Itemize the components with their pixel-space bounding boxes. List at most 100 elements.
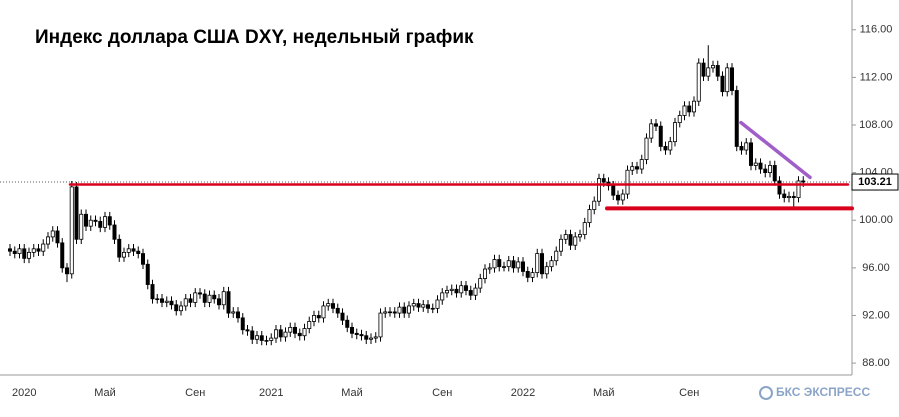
candle-body xyxy=(326,303,331,307)
candle-body xyxy=(383,311,388,314)
candle-body xyxy=(772,165,777,182)
candle-body xyxy=(440,292,445,301)
candle-body xyxy=(88,219,93,227)
candle-body xyxy=(473,287,478,296)
candle-body xyxy=(416,303,421,308)
candle-body xyxy=(568,234,573,246)
candle-body xyxy=(93,219,98,222)
candle-body xyxy=(796,180,801,199)
candle-body xyxy=(65,267,70,275)
candle-body xyxy=(658,125,663,147)
candle-body xyxy=(174,304,179,312)
candle-body xyxy=(730,67,735,91)
x-tick-label: Сен xyxy=(185,387,205,399)
candle-body xyxy=(616,194,621,201)
candle-body xyxy=(559,238,564,252)
candle-body xyxy=(468,290,473,296)
candle-body xyxy=(131,248,136,252)
candle-body xyxy=(150,284,155,300)
candle-body xyxy=(307,321,312,329)
candle-body xyxy=(273,329,278,339)
candle-body xyxy=(521,261,526,272)
candle-body xyxy=(611,185,616,196)
y-tick-label: 116.00 xyxy=(860,24,893,36)
candle-body xyxy=(321,305,326,319)
candle-body xyxy=(316,315,321,319)
candle-body xyxy=(725,67,730,93)
candle-body xyxy=(122,251,127,258)
candle-body xyxy=(368,337,373,340)
candle-body xyxy=(378,312,383,338)
candle-body xyxy=(435,299,440,309)
y-tick-label: 108.00 xyxy=(859,119,893,131)
candle-body xyxy=(501,266,506,268)
candle-body xyxy=(402,306,407,314)
candle-body xyxy=(720,75,725,93)
candle-body xyxy=(597,178,602,202)
candle-body xyxy=(563,234,568,240)
candle-body xyxy=(744,142,749,151)
candle-body xyxy=(706,67,711,77)
candle-body xyxy=(421,304,426,308)
candle-body xyxy=(159,298,164,303)
candle-body xyxy=(701,62,706,77)
candle-body xyxy=(359,334,364,337)
candle-body xyxy=(625,169,630,195)
candle-body xyxy=(302,328,307,337)
candle-body xyxy=(84,213,89,227)
y-tick-label: 92.00 xyxy=(862,309,890,321)
candle-body xyxy=(155,298,160,301)
candle-body xyxy=(259,335,264,341)
y-tick-label: 112.00 xyxy=(860,71,893,83)
candle-body xyxy=(245,329,250,332)
candle-body xyxy=(311,315,316,322)
candle-body xyxy=(406,305,411,314)
candle-body xyxy=(635,166,640,170)
candle-body xyxy=(530,272,535,278)
candle-body xyxy=(758,162,763,170)
x-tick-label: 2022 xyxy=(511,387,535,399)
candle-body xyxy=(46,236,51,245)
candle-body xyxy=(682,105,687,116)
candle-body xyxy=(677,115,682,124)
candle-body xyxy=(668,141,673,151)
price-label-box xyxy=(851,173,899,191)
candle-body xyxy=(397,306,402,314)
candle-body xyxy=(330,303,335,309)
candle-body xyxy=(582,222,587,235)
candle-body xyxy=(777,180,782,195)
logo-icon xyxy=(759,386,773,400)
candle-body xyxy=(178,305,183,312)
candle-body xyxy=(188,298,193,303)
candle-body xyxy=(50,230,55,238)
candle-body xyxy=(221,291,226,306)
candle-body xyxy=(335,307,340,314)
candle-body xyxy=(592,200,597,210)
candle-body xyxy=(463,285,468,291)
price-label: 103.21 xyxy=(858,176,892,188)
candle-body xyxy=(644,137,649,160)
candle-body xyxy=(79,213,84,240)
candle-body xyxy=(535,253,540,274)
candle-body xyxy=(140,253,145,265)
candle-body xyxy=(715,65,720,77)
candle-body xyxy=(549,260,554,268)
x-tick-label: Сен xyxy=(679,387,699,399)
chart-title: Индекс доллара США DXY, недельный график xyxy=(35,27,474,48)
candle-body xyxy=(164,300,169,303)
candle-body xyxy=(283,331,288,338)
candle-body xyxy=(364,335,369,340)
candle-body xyxy=(193,292,198,303)
candle-body xyxy=(136,250,141,254)
candle-body xyxy=(739,146,744,151)
candle-body xyxy=(673,122,678,143)
candle-body xyxy=(544,266,549,275)
candle-body xyxy=(696,62,701,102)
candle-body xyxy=(354,332,359,335)
candle-body xyxy=(112,224,117,240)
candle-body xyxy=(126,248,131,253)
candle-body xyxy=(297,332,302,337)
candle-body xyxy=(264,340,269,342)
candle-body xyxy=(687,105,692,113)
candle-body xyxy=(630,166,635,171)
